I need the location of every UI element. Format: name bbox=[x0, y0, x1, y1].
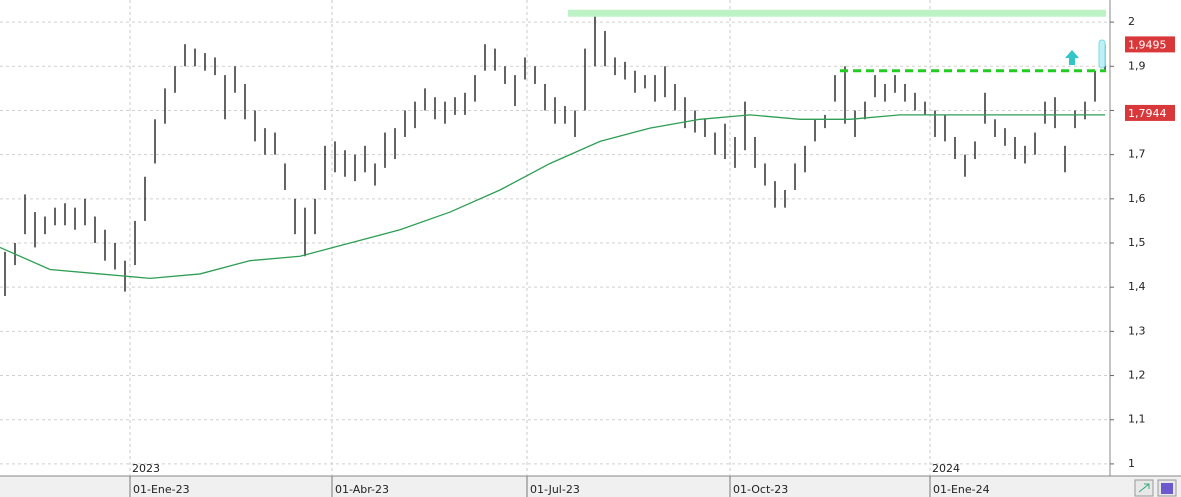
grid bbox=[0, 0, 1110, 476]
up-arrow-icon bbox=[1065, 50, 1079, 65]
plot-area bbox=[0, 9, 1106, 297]
y-tick-label: 1,7 bbox=[1128, 148, 1146, 161]
x-tick-label: 01-Oct-23 bbox=[733, 483, 788, 496]
x-tick-label: 01-Abr-23 bbox=[335, 483, 389, 496]
y-tick-label: 1,2 bbox=[1128, 369, 1146, 382]
y-tick-label: 2 bbox=[1128, 15, 1135, 28]
y-tick-label: 1,3 bbox=[1128, 324, 1146, 337]
price-label-box bbox=[1125, 104, 1175, 121]
save-icon bbox=[1161, 483, 1173, 494]
y-tick-label: 1,5 bbox=[1128, 236, 1146, 249]
price-label: 1,7944 bbox=[1128, 107, 1167, 120]
year-label: 2024 bbox=[932, 462, 960, 475]
price-label: 1,9495 bbox=[1128, 38, 1167, 51]
y-tick-label: 1,1 bbox=[1128, 413, 1146, 426]
x-axis-band bbox=[0, 476, 1181, 497]
price-label-box bbox=[1125, 36, 1175, 53]
x-tick-label: 01-Ene-24 bbox=[933, 483, 990, 496]
moving-average bbox=[0, 114, 1105, 279]
y-tick-label: 1,4 bbox=[1128, 280, 1146, 293]
y-tick-label: 1,9 bbox=[1128, 59, 1146, 72]
x-tick-label: 01-Ene-23 bbox=[133, 483, 190, 496]
zoom-icon bbox=[1138, 483, 1150, 493]
y-tick-label: 1 bbox=[1128, 457, 1135, 470]
year-label: 2023 bbox=[132, 462, 160, 475]
x-tick-label: 01-Jul-23 bbox=[530, 483, 580, 496]
y-tick-label: 1,6 bbox=[1128, 192, 1146, 205]
highlight-marker bbox=[1098, 39, 1106, 69]
